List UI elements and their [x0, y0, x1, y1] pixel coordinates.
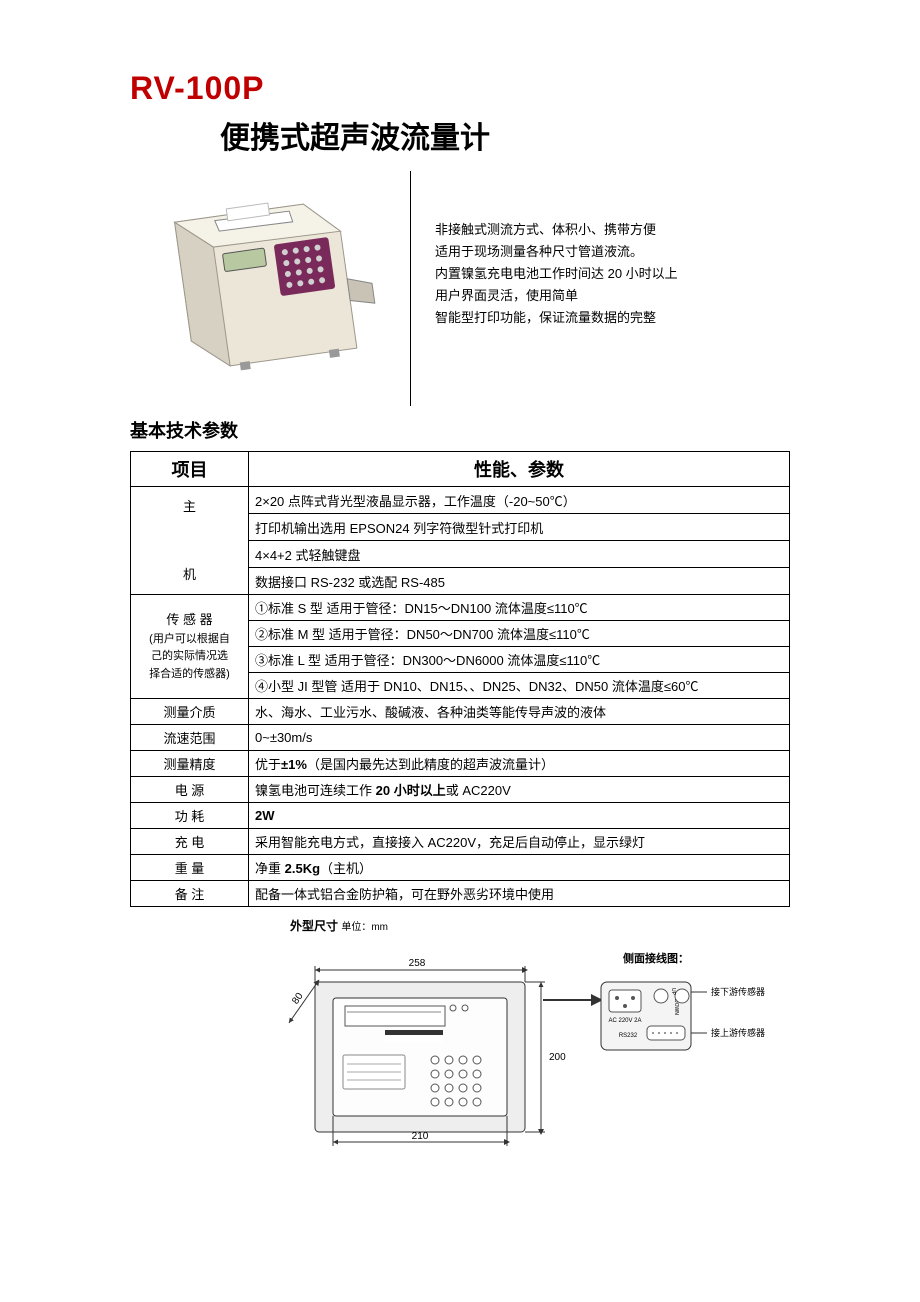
table-cell: 配备一体式铝合金防护箱，可在野外恶劣环境中使用	[249, 881, 790, 907]
table-cell: 2×20 点阵式背光型液晶显示器，工作温度（-20~50℃）	[249, 487, 790, 514]
feature-item: 非接触式测流方式、体积小、携带方便	[435, 219, 678, 241]
feature-item: 内置镍氢充电电池工作时间达 20 小时以上	[435, 263, 678, 285]
device-illustration	[130, 171, 390, 411]
feature-item: 适用于现场测量各种尺寸管道液流。	[435, 241, 678, 263]
row-label: 备 注	[131, 881, 249, 907]
row-label: 测量介质	[131, 699, 249, 725]
table-cell: 0~±30m/s	[249, 725, 790, 751]
side-up-label: 接上游传感器	[711, 1027, 765, 1038]
feature-item: 智能型打印功能，保证流量数据的完整	[435, 307, 678, 329]
row-label: (用户可以根据自	[149, 633, 230, 645]
table-cell: 打印机输出选用 EPSON24 列字符微型针式打印机	[249, 514, 790, 541]
table-header-spec: 性能、参数	[249, 452, 790, 487]
dim-258: 258	[409, 958, 426, 969]
dimensions-title: 外型尺寸 单位：mm	[290, 917, 790, 934]
table-cell: ③标准 L 型 适用于管径：DN300～DN6000 流体温度≤110℃	[249, 647, 790, 673]
spec-table: 项目 性能、参数 主 机 2×20 点阵式背光型液晶显示器，工作温度（-20~5…	[130, 451, 790, 907]
table-cell: 优于±1%（是国内最先达到此精度的超声波流量计）	[249, 751, 790, 777]
feature-item: 用户界面灵活，使用简单	[435, 285, 678, 307]
vertical-divider	[410, 171, 411, 406]
dim-200: 200	[549, 1052, 566, 1063]
row-label: 己的实际情况选	[151, 650, 228, 662]
table-cell: 镍氢电池可连续工作 20 小时以上或 AC220V	[249, 777, 790, 803]
ac-label: AC 220V 2A	[608, 1018, 641, 1024]
product-title: 便携式超声波流量计	[220, 113, 790, 157]
dim-210: 210	[412, 1131, 429, 1142]
row-label: 充 电	[131, 829, 249, 855]
row-label: 择合适的传感器)	[149, 668, 230, 680]
side-title: 侧面接线图：	[623, 951, 689, 965]
dim-80: 80	[290, 991, 306, 1007]
model-code: RV-100P	[130, 70, 790, 107]
table-header-item: 项目	[131, 452, 249, 487]
row-label: 功 耗	[131, 803, 249, 829]
table-cell: ②标准 M 型 适用于管径：DN50～DN700 流体温度≤110℃	[249, 621, 790, 647]
feature-list: 非接触式测流方式、体积小、携带方便 适用于现场测量各种尺寸管道液流。 内置镍氢充…	[435, 171, 678, 329]
row-label: 传 感 器	[166, 612, 212, 627]
table-cell: ①标准 S 型 适用于管径：DN15～DN100 流体温度≤110℃	[249, 595, 790, 621]
row-label: 机	[183, 567, 196, 582]
up-code: UP	[670, 988, 676, 996]
row-label: 测量精度	[131, 751, 249, 777]
row-label: 流速范围	[131, 725, 249, 751]
table-cell: 4×4+2 式轻触键盘	[249, 541, 790, 568]
rs-label: RS232	[619, 1033, 638, 1039]
side-down-label: 接下游传感器	[711, 986, 765, 997]
table-cell: 数据接口 RS-232 或选配 RS-485	[249, 568, 790, 595]
table-cell: 2W	[249, 803, 790, 829]
table-cell: ④小型 JI 型管 适用于 DN10、DN15、、DN25、DN32、DN50 …	[249, 673, 790, 699]
table-cell: 采用智能充电方式，直接接入 AC220V，充足后自动停止，显示绿灯	[249, 829, 790, 855]
row-label: 电 源	[131, 777, 249, 803]
dimensions-diagram: 258 210 200 80 侧面接线图： AC 220V 2A DOWN UP	[285, 940, 765, 1150]
table-cell: 净重 2.5Kg（主机）	[249, 855, 790, 881]
top-row: 非接触式测流方式、体积小、携带方便 适用于现场测量各种尺寸管道液流。 内置镍氢充…	[130, 171, 790, 411]
row-label: 主	[183, 499, 196, 514]
row-label: 重 量	[131, 855, 249, 881]
table-cell: 水、海水、工业污水、酸碱液、各种油类等能传导声波的液体	[249, 699, 790, 725]
section-heading: 基本技术参数	[130, 417, 790, 443]
